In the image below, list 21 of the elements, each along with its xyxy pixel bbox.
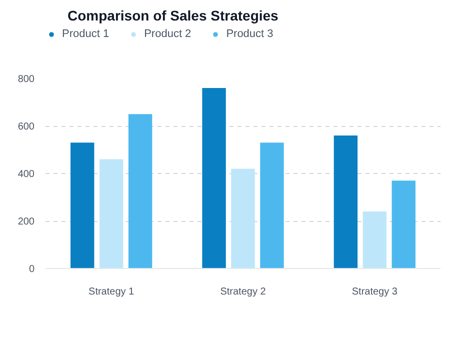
bar bbox=[202, 88, 226, 268]
y-tick-label: 200 bbox=[18, 216, 35, 228]
bar bbox=[392, 180, 416, 268]
x-tick-label: Strategy 1 bbox=[88, 286, 135, 298]
bar bbox=[128, 114, 152, 268]
bar bbox=[260, 142, 284, 268]
x-tick-label: Strategy 2 bbox=[220, 286, 266, 298]
legend-label: Product 2 bbox=[144, 28, 192, 40]
bar bbox=[334, 136, 358, 268]
legend-label: Product 3 bbox=[226, 28, 274, 40]
y-tick-label: 600 bbox=[18, 122, 35, 132]
y-tick-label: 400 bbox=[18, 169, 35, 180]
y-tick-label: 800 bbox=[18, 74, 35, 85]
bar bbox=[231, 168, 255, 268]
y-tick-label: 0 bbox=[28, 264, 35, 275]
bar bbox=[362, 212, 387, 268]
chart-title: Comparison of Sales Strategies bbox=[68, 8, 279, 24]
bar bbox=[70, 142, 94, 268]
bar bbox=[99, 159, 124, 268]
legend-label: Product 1 bbox=[62, 28, 110, 40]
x-tick-label: Strategy 3 bbox=[352, 286, 398, 298]
